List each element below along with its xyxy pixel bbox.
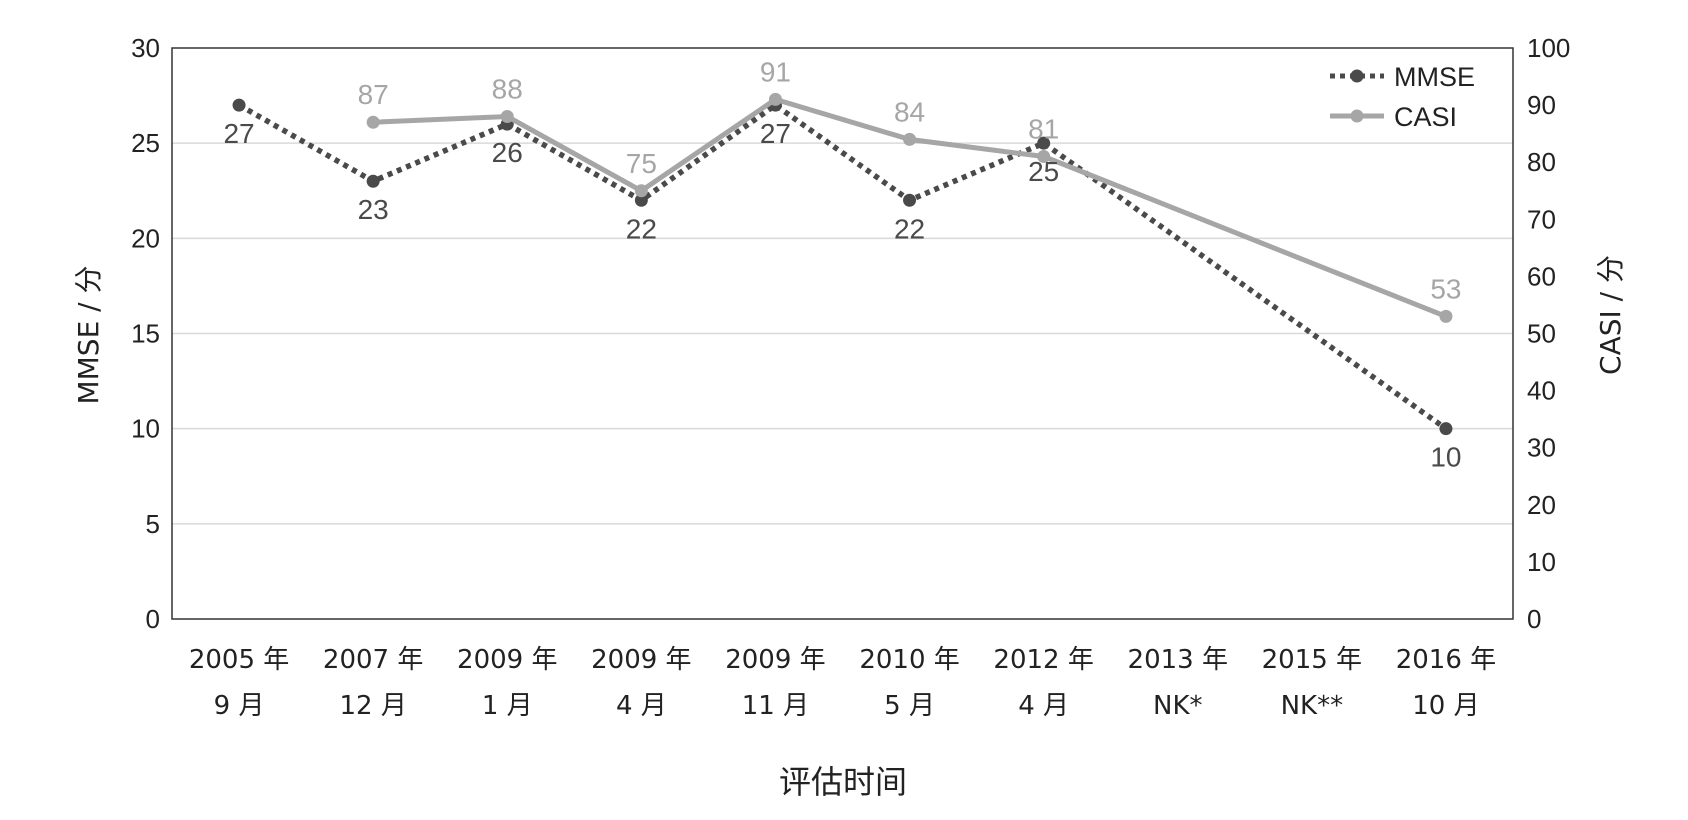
mmse-point — [903, 193, 917, 207]
right-tick-label: 70 — [1527, 204, 1556, 234]
casi-point — [634, 184, 648, 198]
series-layer — [232, 92, 1453, 436]
right-tick-label: 50 — [1527, 319, 1556, 349]
casi-legend-marker — [1350, 109, 1364, 123]
casi-data-label: 81 — [1028, 113, 1059, 144]
casi-data-label: 75 — [626, 148, 657, 179]
x-tick-label: 9 月 — [214, 691, 265, 721]
x-tick-label: 2009 年 — [591, 645, 691, 675]
left-tick-label: 20 — [131, 223, 160, 253]
mmse-data-label: 25 — [1028, 156, 1059, 187]
mmse-data-label: 27 — [223, 118, 254, 149]
mmse-data-label: 27 — [760, 118, 791, 149]
x-tick-label: 4 月 — [1018, 691, 1069, 721]
x-tick-label: 11 月 — [742, 691, 809, 721]
casi-point — [1037, 149, 1051, 163]
x-tick-label: 2012 年 — [993, 645, 1093, 675]
mmse-legend-marker — [1350, 69, 1364, 83]
right-tick-label: 80 — [1527, 147, 1556, 177]
mmse-data-label: 22 — [894, 213, 925, 244]
right-tick-label: 100 — [1527, 33, 1570, 63]
x-tick-label: 12 月 — [339, 691, 406, 721]
mmse-point — [232, 98, 246, 112]
mmse-data-label: 23 — [358, 194, 389, 225]
mmse-data-label: 10 — [1430, 442, 1461, 473]
right-tick-label: 90 — [1527, 90, 1556, 120]
right-axis-ticks: 0 10 20 30 40 50 60 70 80 90 100 — [1527, 33, 1570, 634]
casi-legend-label: CASI — [1394, 102, 1457, 132]
legend: MMSE CASI — [1330, 62, 1475, 132]
mmse-point — [634, 193, 648, 207]
x-tick-label: 2013 年 — [1128, 645, 1228, 675]
casi-point — [1439, 309, 1453, 323]
right-tick-label: 20 — [1527, 490, 1556, 520]
x-tick-label: NK* — [1153, 691, 1203, 721]
casi-point — [903, 132, 917, 146]
left-tick-label: 0 — [146, 604, 160, 634]
x-tick-label: 2009 年 — [457, 645, 557, 675]
mmse-point — [1439, 422, 1453, 436]
left-tick-label: 15 — [131, 319, 160, 349]
mmse-point — [366, 174, 380, 188]
x-tick-label: 2007 年 — [323, 645, 423, 675]
right-tick-label: 40 — [1527, 376, 1556, 406]
left-axis-title: MMSE / 分 — [72, 265, 105, 404]
right-tick-label: 10 — [1527, 547, 1556, 577]
x-tick-label: NK** — [1281, 691, 1344, 721]
casi-point — [500, 110, 514, 124]
x-tick-label: 2016 年 — [1396, 645, 1496, 675]
mmse-data-label: 26 — [492, 137, 523, 168]
casi-data-label: 91 — [760, 56, 791, 87]
right-axis-title: CASI / 分 — [1594, 255, 1627, 375]
mmse-data-label: 22 — [626, 213, 657, 244]
x-tick-label: 2005 年 — [189, 645, 289, 675]
left-tick-label: 30 — [131, 33, 160, 63]
x-tick-label: 2010 年 — [859, 645, 959, 675]
left-axis-ticks: 0 5 10 15 20 25 30 — [131, 33, 160, 634]
left-tick-label: 10 — [131, 414, 160, 444]
x-tick-label: 1 月 — [482, 691, 533, 721]
x-tick-label: 2015 年 — [1262, 645, 1362, 675]
casi-data-label: 87 — [358, 79, 389, 110]
right-tick-label: 30 — [1527, 433, 1556, 463]
x-axis-ticks: 2005 年 9 月 2007 年 12 月 2009 年 1 月 2009 年 4 月 200… — [189, 645, 1496, 721]
right-tick-label: 60 — [1527, 261, 1556, 291]
casi-data-label: 53 — [1430, 273, 1461, 304]
x-tick-label: 5 月 — [884, 691, 935, 721]
right-tick-label: 0 — [1527, 604, 1541, 634]
casi-point — [768, 92, 782, 106]
casi-data-label: 84 — [894, 96, 925, 127]
mmse-legend-label: MMSE — [1394, 62, 1475, 92]
plot-area — [171, 47, 1514, 620]
mmse-point — [1037, 136, 1051, 150]
x-axis-title: 评估时间 — [779, 763, 907, 801]
x-tick-label: 10 月 — [1412, 691, 1479, 721]
left-tick-label: 5 — [146, 509, 160, 539]
casi-data-label: 88 — [492, 74, 523, 105]
x-tick-label: 4 月 — [616, 691, 667, 721]
x-tick-label: 2009 年 — [725, 645, 825, 675]
left-tick-label: 25 — [131, 128, 160, 158]
mmse-line — [237, 101, 1448, 431]
grid-lines — [172, 142, 1513, 525]
data-labels: 27 23 26 22 27 22 25 10 87 88 75 91 84 81 53 — [223, 56, 1461, 472]
casi-point — [366, 115, 380, 129]
casi-line — [372, 96, 1447, 319]
